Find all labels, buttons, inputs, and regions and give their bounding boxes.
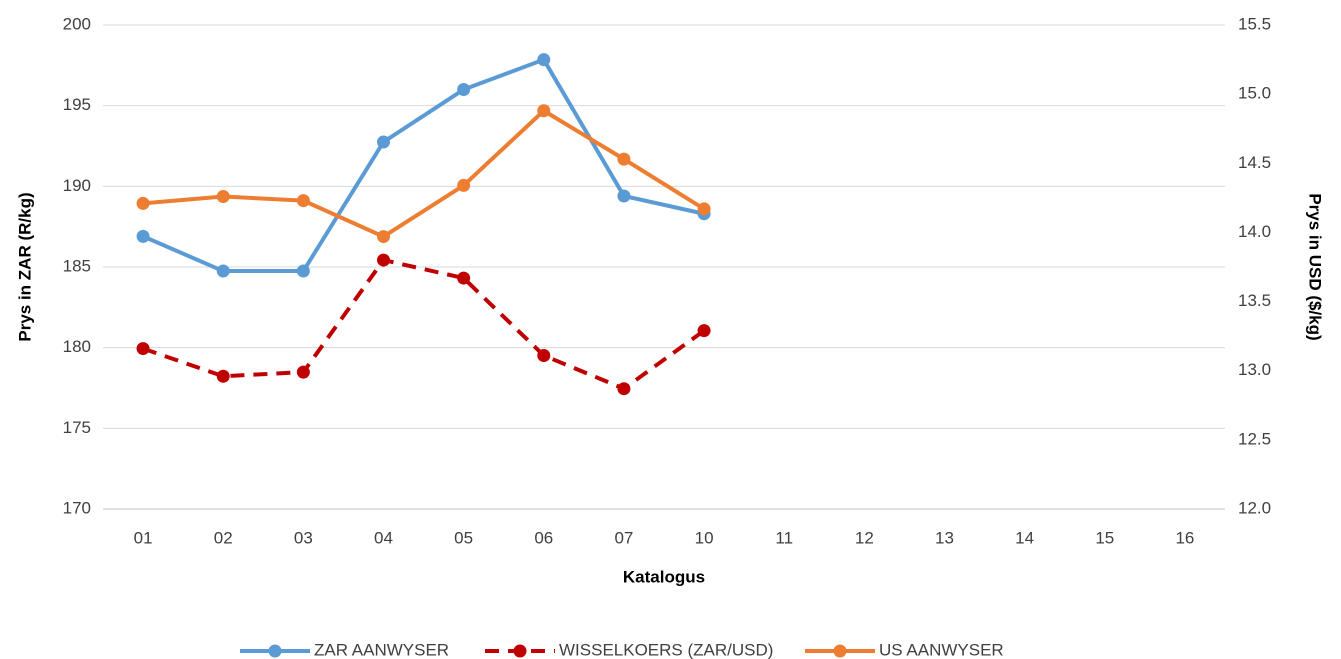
- legend-marker: [833, 644, 847, 658]
- legend-label: ZAR AANWYSER: [314, 640, 449, 659]
- point: [457, 178, 471, 192]
- point: [377, 230, 390, 244]
- point: [136, 196, 150, 210]
- point: [697, 324, 711, 338]
- point: [537, 53, 551, 67]
- point: [457, 271, 471, 285]
- x-tick-label: 16: [1175, 528, 1194, 547]
- legend-marker: [268, 644, 282, 658]
- point: [377, 253, 390, 267]
- point: [136, 229, 150, 243]
- y2-tick-label: 13.0: [1238, 360, 1271, 379]
- x-tick-label: 10: [695, 528, 714, 547]
- legend-label: US AANWYSER: [879, 640, 1004, 659]
- point: [216, 264, 230, 278]
- series-line: [142, 258, 706, 391]
- x-tick-label: 06: [534, 528, 553, 547]
- x-tick-label: 15: [1095, 528, 1114, 547]
- y-axis-title: Prys in ZAR (R/kg): [15, 192, 34, 341]
- x-tick-label: 05: [454, 528, 473, 547]
- x-tick-label: 01: [134, 528, 153, 547]
- y2-tick-label: 14.5: [1238, 153, 1271, 172]
- y-tick-label: 185: [63, 256, 91, 275]
- point: [537, 104, 551, 118]
- y-tick-label: 180: [63, 337, 91, 356]
- point: [617, 382, 631, 396]
- x-tick-label: 03: [294, 528, 313, 547]
- point: [296, 194, 310, 208]
- y-tick-label: 175: [63, 418, 91, 437]
- legend-label: WISSELKOERS (ZAR/USD): [559, 640, 773, 659]
- x-tick-label: 13: [935, 528, 954, 547]
- y-tick-label: 170: [63, 498, 91, 517]
- x-tick-label: 02: [214, 528, 233, 547]
- y2-tick-label: 12.5: [1238, 429, 1271, 448]
- x-tick-label: 14: [1015, 528, 1034, 547]
- y2-tick-label: 15.5: [1238, 14, 1271, 33]
- point: [537, 349, 551, 363]
- y-tick-label: 200: [63, 14, 91, 33]
- point: [377, 135, 390, 149]
- series-line: [142, 57, 705, 274]
- x-tick-label: 12: [855, 528, 874, 547]
- point: [697, 202, 711, 216]
- y-tick-label: 195: [63, 95, 91, 114]
- x-tick-label: 07: [614, 528, 633, 547]
- point: [216, 189, 230, 203]
- legend-marker: [513, 644, 527, 658]
- x-tick-label: 04: [374, 528, 393, 547]
- y-tick-label: 190: [63, 176, 91, 195]
- series-line: [142, 108, 706, 239]
- point: [617, 189, 631, 203]
- y2-tick-label: 12.0: [1238, 498, 1271, 517]
- point: [296, 264, 310, 278]
- point: [136, 342, 150, 356]
- x-axis-title: Katalogus: [623, 567, 705, 586]
- point: [216, 369, 230, 383]
- point: [617, 152, 631, 166]
- y2-axis-title: Prys in USD ($/kg): [1306, 193, 1325, 340]
- x-tick-label: 11: [775, 528, 793, 547]
- y2-tick-label: 15.0: [1238, 84, 1271, 103]
- point: [457, 83, 471, 97]
- y2-tick-label: 13.5: [1238, 291, 1271, 310]
- y2-tick-label: 14.0: [1238, 222, 1271, 241]
- point: [296, 365, 310, 379]
